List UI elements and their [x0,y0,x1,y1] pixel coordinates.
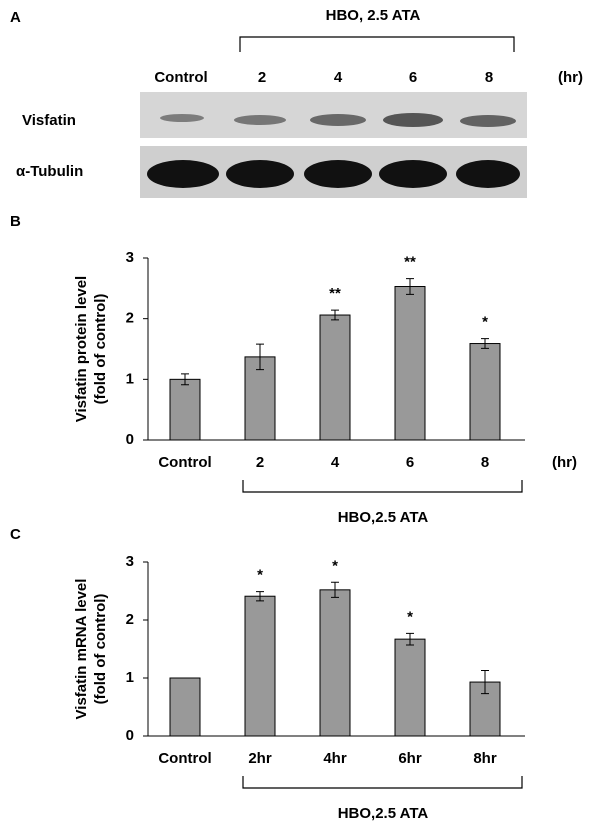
bar [394,638,426,737]
y-tick-label: 3 [126,553,134,570]
x-tick-label: 8hr [473,750,497,767]
x-tick-label: Control [158,454,211,471]
x-tick-label: 6hr [398,750,422,767]
bar [244,595,276,737]
x-tick-label: 2hr [248,750,272,767]
blot-header: HBO, 2.5 ATA [326,7,421,24]
tubulin-bands [147,160,520,188]
y-tick-label: 1 [126,669,134,686]
error-bar [331,309,339,321]
x-tick-label: 6 [406,454,414,471]
bar [169,677,201,737]
x-tick-label: 2 [256,454,264,471]
y-tick-label: 1 [126,370,134,387]
y-tick-label: 3 [126,249,134,266]
row-label: Visfatin [22,112,76,129]
error-bar [406,632,414,646]
lane-label: 8 [485,69,493,86]
unit-label: (hr) [558,69,583,86]
y-tick-label: 0 [126,727,134,744]
lane-label: 4 [334,69,343,86]
error-bar [406,278,414,295]
y-tick-label: 2 [126,611,134,628]
x-tick-label: Control [158,750,211,767]
significance: * [407,608,413,625]
bar [469,343,501,441]
lane-label: 6 [409,69,417,86]
x-tick-label: 4 [331,454,340,471]
x-tick-label: 8 [481,454,489,471]
panel-label: C [10,526,21,543]
bar [169,378,201,441]
panel-label: B [10,213,21,230]
bar [244,356,276,441]
y-axis-label: Visfatin mRNA level [73,579,90,720]
error-bar [331,581,339,598]
group-label: HBO,2.5 ATA [338,509,429,526]
bracket [242,776,523,789]
bracket [242,480,523,493]
error-bar [256,591,264,602]
lane-label: Control [154,69,207,86]
error-bar [256,343,264,371]
y-tick-label: 2 [126,310,134,327]
group-label: HBO,2.5 ATA [338,805,429,822]
bar [319,314,351,441]
y-axis-label: (fold of control) [92,294,109,405]
error-bar [181,373,189,386]
unit-label: (hr) [552,454,577,471]
significance: * [332,557,338,574]
significance: * [482,314,488,331]
y-tick-label: 0 [126,431,134,448]
x-tick-label: 4hr [323,750,347,767]
panel-label: A [10,9,21,26]
bar [319,589,351,737]
y-axis-label: Visfatin protein level [73,276,90,422]
significance: ** [329,285,341,302]
row-label: α-Tubulin [16,163,83,180]
bracket [239,36,515,52]
error-bar [481,338,489,349]
bar [394,286,426,441]
error-bar [481,669,489,695]
lane-label: 2 [258,69,266,86]
y-axis-label: (fold of control) [92,594,109,705]
significance: ** [404,254,416,271]
significance: * [257,567,263,584]
visfatin-bands [160,113,516,127]
